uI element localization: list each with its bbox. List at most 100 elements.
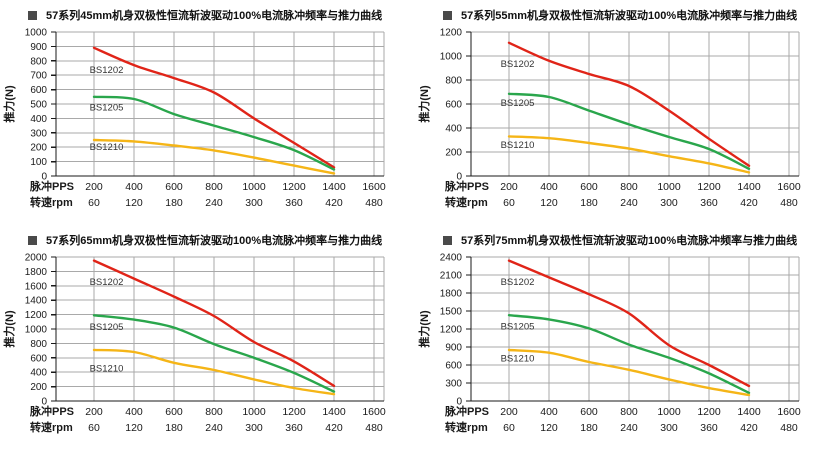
- x-tick-labels-pps: 200 400 600 800 1000 1200 1400 1600: [85, 181, 386, 193]
- svg-text:400: 400: [540, 181, 558, 193]
- svg-text:1600: 1600: [362, 181, 386, 193]
- title-bullet-icon: [443, 10, 452, 20]
- svg-text:1800: 1800: [440, 289, 463, 300]
- svg-text:300: 300: [245, 197, 263, 209]
- x-axis-header-pulse: 脉冲PPS: [29, 179, 74, 193]
- svg-text:300: 300: [660, 197, 678, 209]
- chart-title-55mm: 57系列55mm机身双极性恒流斩波驱动100%电流脉冲频率与推力曲线: [415, 0, 830, 23]
- axes: [466, 31, 799, 177]
- svg-text:2100: 2100: [440, 271, 463, 282]
- svg-text:200: 200: [85, 406, 103, 418]
- svg-text:360: 360: [700, 422, 718, 434]
- svg-text:60: 60: [88, 197, 100, 209]
- svg-text:180: 180: [580, 197, 598, 209]
- svg-text:800: 800: [620, 181, 638, 193]
- y-axis-title: 推力(N): [2, 85, 16, 123]
- svg-text:1200: 1200: [697, 181, 721, 193]
- grid-lines: [56, 31, 385, 176]
- svg-text:1000: 1000: [440, 52, 463, 63]
- x-axis-header-speed: 转速rpm: [30, 420, 73, 434]
- series-label-BS1210: BS1210: [501, 353, 535, 364]
- series-line-BS1202: [507, 259, 751, 388]
- svg-text:1600: 1600: [777, 181, 801, 193]
- svg-text:200: 200: [85, 181, 103, 193]
- x-axis-header-pulse: 脉冲PPS: [29, 404, 74, 418]
- chart-title-75mm: 57系列75mm机身双极性恒流斩波驱动100%电流脉冲频率与推力曲线: [415, 225, 830, 248]
- y-tick-labels: 0 300 600 900 1200 1500 1800 2100 2400: [440, 253, 463, 408]
- x-tick-labels-rpm: 60 120 180 240 300 360 420 480: [503, 422, 798, 434]
- svg-text:200: 200: [30, 143, 47, 154]
- svg-text:180: 180: [580, 422, 598, 434]
- svg-text:480: 480: [365, 422, 383, 434]
- svg-text:360: 360: [285, 422, 303, 434]
- svg-text:800: 800: [445, 76, 462, 87]
- svg-text:900: 900: [30, 42, 47, 53]
- svg-text:0: 0: [456, 397, 462, 408]
- svg-text:400: 400: [125, 181, 143, 193]
- svg-text:420: 420: [325, 422, 343, 434]
- svg-text:1000: 1000: [657, 181, 681, 193]
- chart-plot-45mm: 0 100 200 300 400 500 600 700 800 900 1000 推力(N) 脉冲P…: [2, 28, 386, 210]
- chart-plot-55mm: 0 200 400 600 800 1000 1200 推力(N) 脉冲PPS 转速rpm 200 4…: [417, 28, 801, 210]
- svg-text:200: 200: [500, 181, 518, 193]
- series-label-BS1202: BS1202: [501, 59, 535, 70]
- series-label-BS1210: BS1210: [90, 142, 124, 153]
- svg-text:1200: 1200: [440, 325, 463, 336]
- x-tick-labels-pps: 200 400 600 800 1000 1200 1400 1600: [500, 406, 801, 418]
- series-line-BS1205: [92, 314, 336, 393]
- svg-text:800: 800: [30, 339, 47, 350]
- x-axis-header-pulse: 脉冲PPS: [444, 179, 489, 193]
- svg-text:900: 900: [445, 343, 462, 354]
- grid-lines: [471, 31, 800, 176]
- svg-text:1400: 1400: [322, 406, 346, 418]
- svg-text:60: 60: [88, 422, 100, 434]
- svg-text:240: 240: [620, 422, 638, 434]
- svg-text:600: 600: [580, 406, 598, 418]
- chart-title-65mm: 57系列65mm机身双极性恒流斩波驱动100%电流脉冲频率与推力曲线: [0, 225, 415, 248]
- svg-text:1200: 1200: [282, 181, 306, 193]
- svg-text:500: 500: [30, 100, 47, 111]
- svg-text:240: 240: [205, 422, 223, 434]
- svg-text:600: 600: [165, 181, 183, 193]
- svg-text:300: 300: [245, 422, 263, 434]
- svg-text:2000: 2000: [25, 253, 48, 264]
- chart-plot-65mm: 0 200 400 600 800 1000 1200 1400 1600 1800 2000 推力(…: [2, 253, 386, 435]
- x-tick-labels-rpm: 60 120 180 240 300 360 420 480: [88, 422, 383, 434]
- chart-section-75mm: 57系列75mm机身双极性恒流斩波驱动100%电流脉冲频率与推力曲线 0 300 6…: [415, 225, 830, 450]
- svg-text:200: 200: [30, 382, 47, 393]
- x-axis-header-speed: 转速rpm: [30, 195, 73, 209]
- chart-title-text: 57系列75mm机身双极性恒流斩波驱动100%电流脉冲频率与推力曲线: [461, 235, 798, 247]
- chart-section-55mm: 57系列55mm机身双极性恒流斩波驱动100%电流脉冲频率与推力曲线 0 200 4…: [415, 0, 830, 225]
- svg-text:1000: 1000: [242, 181, 266, 193]
- chart-section-45mm: 57系列45mm机身双极性恒流斩波驱动100%电流脉冲频率与推力曲线 0 100 2…: [0, 0, 415, 225]
- series-line-BS1210: [92, 348, 336, 396]
- chart-plot-75mm: 0 300 600 900 1200 1500 1800 2100 2400 推力(N) 脉冲PPS…: [417, 253, 801, 435]
- svg-text:240: 240: [620, 197, 638, 209]
- svg-text:1400: 1400: [25, 296, 48, 307]
- svg-text:1200: 1200: [697, 406, 721, 418]
- series-line-BS1202: [92, 46, 336, 169]
- svg-text:0: 0: [41, 172, 47, 183]
- svg-text:1500: 1500: [440, 307, 463, 318]
- svg-text:1000: 1000: [242, 406, 266, 418]
- svg-text:420: 420: [740, 197, 758, 209]
- y-tick-labels: 0 100 200 300 400 500 600 700 800 900 1000: [25, 28, 48, 183]
- svg-text:360: 360: [285, 197, 303, 209]
- x-tick-labels-pps: 200 400 600 800 1000 1200 1400 1600: [500, 181, 801, 193]
- x-axis-header-pulse: 脉冲PPS: [444, 404, 489, 418]
- svg-text:400: 400: [30, 368, 47, 379]
- series-line-BS1205: [507, 314, 751, 395]
- y-axis-title: 推力(N): [417, 85, 431, 123]
- series-label-BS1202: BS1202: [90, 277, 124, 288]
- svg-text:1400: 1400: [737, 406, 761, 418]
- svg-text:120: 120: [125, 197, 143, 209]
- svg-text:100: 100: [30, 157, 47, 168]
- series-label-BS1205: BS1205: [501, 322, 535, 333]
- svg-text:120: 120: [540, 197, 558, 209]
- svg-text:480: 480: [780, 422, 798, 434]
- series-label-BS1210: BS1210: [501, 140, 535, 151]
- series-label-BS1210: BS1210: [90, 364, 124, 375]
- svg-text:0: 0: [456, 172, 462, 183]
- series-label-BS1202: BS1202: [90, 65, 124, 76]
- svg-text:240: 240: [205, 197, 223, 209]
